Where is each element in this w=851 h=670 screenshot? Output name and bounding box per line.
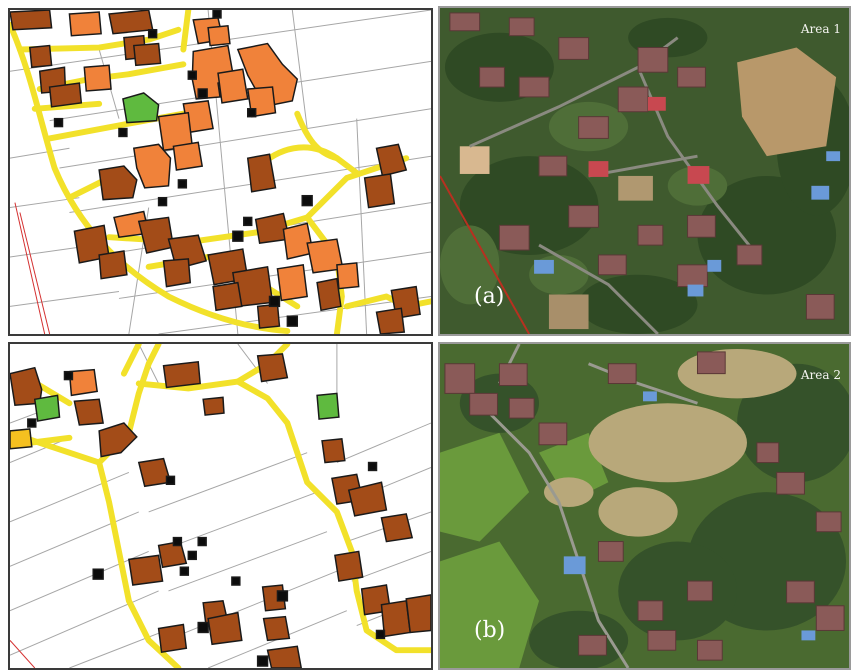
map-area-2-drawing	[10, 344, 431, 668]
aerial-photo-area-2: Area 2 (b)	[438, 342, 851, 670]
map-panel-area-1	[8, 8, 433, 336]
map-area-1-drawing	[10, 10, 431, 334]
panel-label: (b)	[474, 618, 506, 643]
area-label: Area 1	[800, 22, 841, 36]
aerial-photo-area-1: Area 1 (a)	[438, 6, 851, 336]
red-roofs	[588, 96, 710, 184]
parcel-lines	[10, 344, 431, 668]
boundary-line	[14, 202, 46, 334]
bare-lot	[618, 175, 653, 201]
boundary-line	[10, 640, 36, 668]
photo-boundary-line	[440, 175, 530, 334]
bare-field	[737, 47, 837, 157]
house-roofs	[449, 12, 835, 320]
aerial-photo-area-1-image	[440, 8, 849, 334]
bare-lot	[548, 294, 589, 330]
building-yellow	[10, 428, 33, 450]
buildings-area-1	[10, 10, 421, 334]
area-label: Area 2	[800, 368, 841, 382]
panel-label: (a)	[474, 284, 505, 309]
outbuildings	[53, 10, 313, 327]
aerial-photo-area-2-image	[440, 344, 849, 668]
blue-roofs	[534, 151, 841, 297]
buildings-area-2	[10, 353, 431, 668]
outbuildings	[27, 370, 386, 667]
blue-roofs	[563, 391, 816, 641]
map-panel-area-2	[8, 342, 433, 670]
boundary-line	[19, 212, 51, 334]
house-roofs	[444, 351, 845, 661]
bare-lot	[459, 146, 490, 174]
